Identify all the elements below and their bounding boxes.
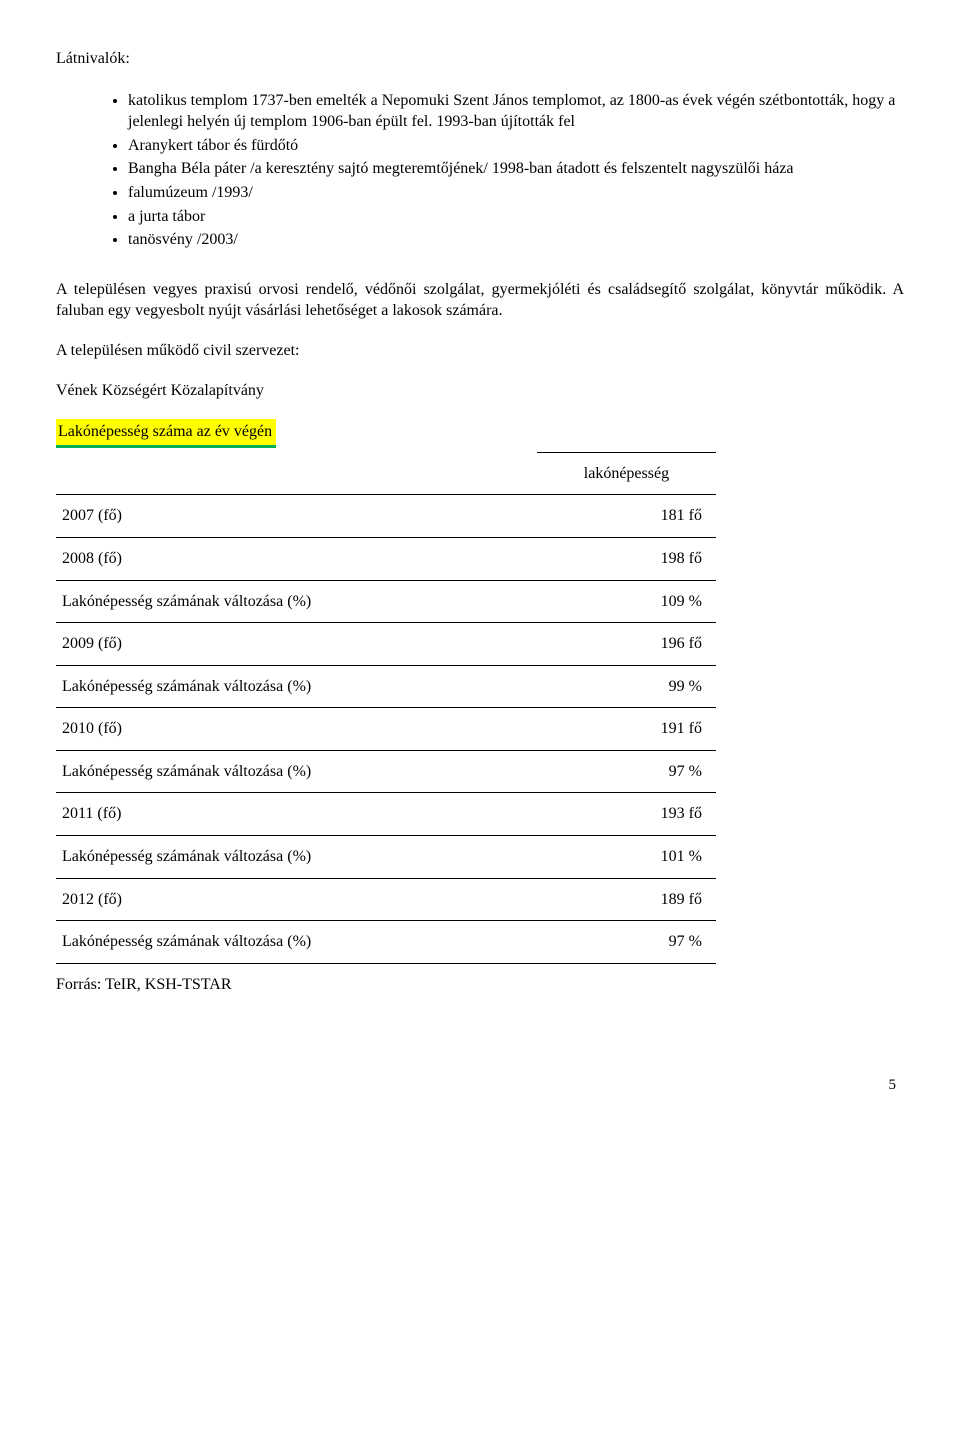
list-item: Aranykert tábor és fürdőtó bbox=[128, 135, 904, 157]
table-row: Lakónépesség számának változása (%) 99 % bbox=[56, 665, 716, 708]
page-number: 5 bbox=[56, 1075, 904, 1095]
table-cell-value: 181 fő bbox=[537, 495, 716, 538]
table-header-empty bbox=[56, 452, 537, 495]
civil-org-line: A településen működő civil szervezet: bbox=[56, 340, 904, 362]
table-row: 2008 (fő) 198 fő bbox=[56, 537, 716, 580]
source-line: Forrás: TeIR, KSH-TSTAR bbox=[56, 974, 904, 996]
list-item: katolikus templom 1737-ben emelték a Nep… bbox=[128, 90, 904, 133]
table-cell-label: 2009 (fő) bbox=[56, 623, 537, 666]
table-cell-label: Lakónépesség számának változása (%) bbox=[56, 921, 537, 964]
table-cell-value: 97 % bbox=[537, 750, 716, 793]
table-header-value: lakónépesség bbox=[537, 452, 716, 495]
table-cell-value: 189 fő bbox=[537, 878, 716, 921]
table-row: Lakónépesség számának változása (%) 109 … bbox=[56, 580, 716, 623]
table-row: 2009 (fő) 196 fő bbox=[56, 623, 716, 666]
population-table: lakónépesség 2007 (fő) 181 fő 2008 (fő) … bbox=[56, 452, 716, 964]
list-item: tanösvény /2003/ bbox=[128, 229, 904, 251]
section-title: Látnivalók: bbox=[56, 48, 904, 70]
table-cell-label: 2012 (fő) bbox=[56, 878, 537, 921]
table-cell-label: 2008 (fő) bbox=[56, 537, 537, 580]
table-cell-value: 191 fő bbox=[537, 708, 716, 751]
table-cell-label: 2010 (fő) bbox=[56, 708, 537, 751]
table-cell-value: 198 fő bbox=[537, 537, 716, 580]
table-row: 2007 (fő) 181 fő bbox=[56, 495, 716, 538]
bullet-list: katolikus templom 1737-ben emelték a Nep… bbox=[56, 90, 904, 251]
table-cell-label: Lakónépesség számának változása (%) bbox=[56, 580, 537, 623]
paragraph-services: A településen vegyes praxisú orvosi rend… bbox=[56, 279, 904, 322]
table-cell-value: 109 % bbox=[537, 580, 716, 623]
table-cell-value: 101 % bbox=[537, 836, 716, 879]
foundation-name: Vének Községért Közalapítvány bbox=[56, 380, 904, 402]
table-row: Lakónépesség számának változása (%) 97 % bbox=[56, 921, 716, 964]
table-row: 2012 (fő) 189 fő bbox=[56, 878, 716, 921]
highlighted-heading: Lakónépesség száma az év végén bbox=[56, 419, 276, 448]
table-cell-label: Lakónépesség számának változása (%) bbox=[56, 665, 537, 708]
table-header-row: lakónépesség bbox=[56, 452, 716, 495]
table-cell-label: Lakónépesség számának változása (%) bbox=[56, 836, 537, 879]
list-item: falumúzeum /1993/ bbox=[128, 182, 904, 204]
table-row: 2011 (fő) 193 fő bbox=[56, 793, 716, 836]
table-cell-value: 99 % bbox=[537, 665, 716, 708]
table-row: Lakónépesség számának változása (%) 101 … bbox=[56, 836, 716, 879]
list-item: Bangha Béla páter /a keresztény sajtó me… bbox=[128, 158, 904, 180]
table-cell-value: 193 fő bbox=[537, 793, 716, 836]
table-cell-value: 97 % bbox=[537, 921, 716, 964]
table-row: Lakónépesség számának változása (%) 97 % bbox=[56, 750, 716, 793]
table-cell-label: Lakónépesség számának változása (%) bbox=[56, 750, 537, 793]
table-cell-label: 2011 (fő) bbox=[56, 793, 537, 836]
list-item: a jurta tábor bbox=[128, 206, 904, 228]
table-row: 2010 (fő) 191 fő bbox=[56, 708, 716, 751]
table-cell-value: 196 fő bbox=[537, 623, 716, 666]
table-cell-label: 2007 (fő) bbox=[56, 495, 537, 538]
